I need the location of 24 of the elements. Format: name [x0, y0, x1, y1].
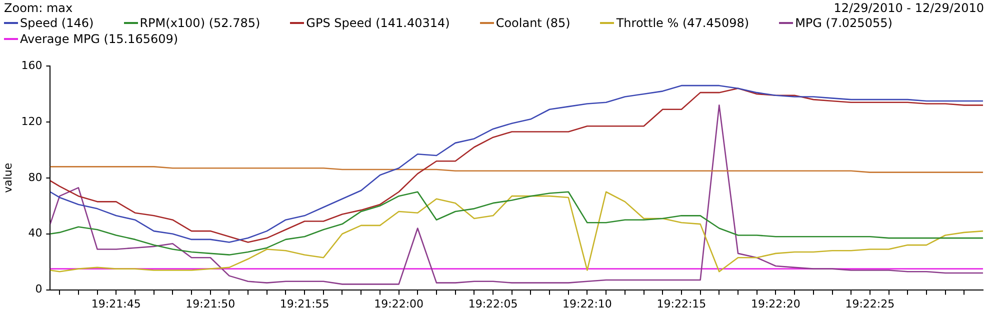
y-tick-label: 160	[21, 58, 42, 72]
x-tick-label: 19:22:00	[374, 297, 424, 310]
legend-label: Coolant (85)	[496, 16, 570, 30]
x-tick-label: 19:21:45	[91, 297, 141, 310]
text: Zoom: max	[4, 1, 73, 16]
x-tick-label: 19:22:05	[468, 297, 518, 310]
x-tick-label: 19:21:55	[280, 297, 330, 310]
legend-label: GPS Speed (141.40314)	[306, 16, 450, 30]
legend-label: Throttle % (47.45098)	[616, 16, 750, 30]
x-tick-label: 19:22:20	[750, 297, 800, 310]
x-tick-label: 19:22:10	[562, 297, 612, 310]
legend-label: MPG (7.025055)	[795, 16, 892, 30]
y-axis-title: value	[1, 162, 14, 193]
y-tick-label: 80	[28, 170, 42, 184]
legend-label: Average MPG (15.165609)	[20, 32, 178, 46]
legend-label: Speed (146)	[20, 16, 94, 30]
x-tick-label: 19:22:15	[656, 297, 706, 310]
text: 12/29/2010 - 12/29/2010	[834, 1, 984, 16]
y-tick-label: 0	[35, 282, 42, 296]
legend-label: RPM(x100) (52.785)	[140, 16, 260, 30]
x-tick-label: 19:22:25	[845, 297, 895, 310]
y-tick-label: 40	[28, 226, 42, 240]
y-tick-label: 120	[21, 114, 42, 128]
x-tick-label: 19:21:50	[186, 297, 236, 310]
